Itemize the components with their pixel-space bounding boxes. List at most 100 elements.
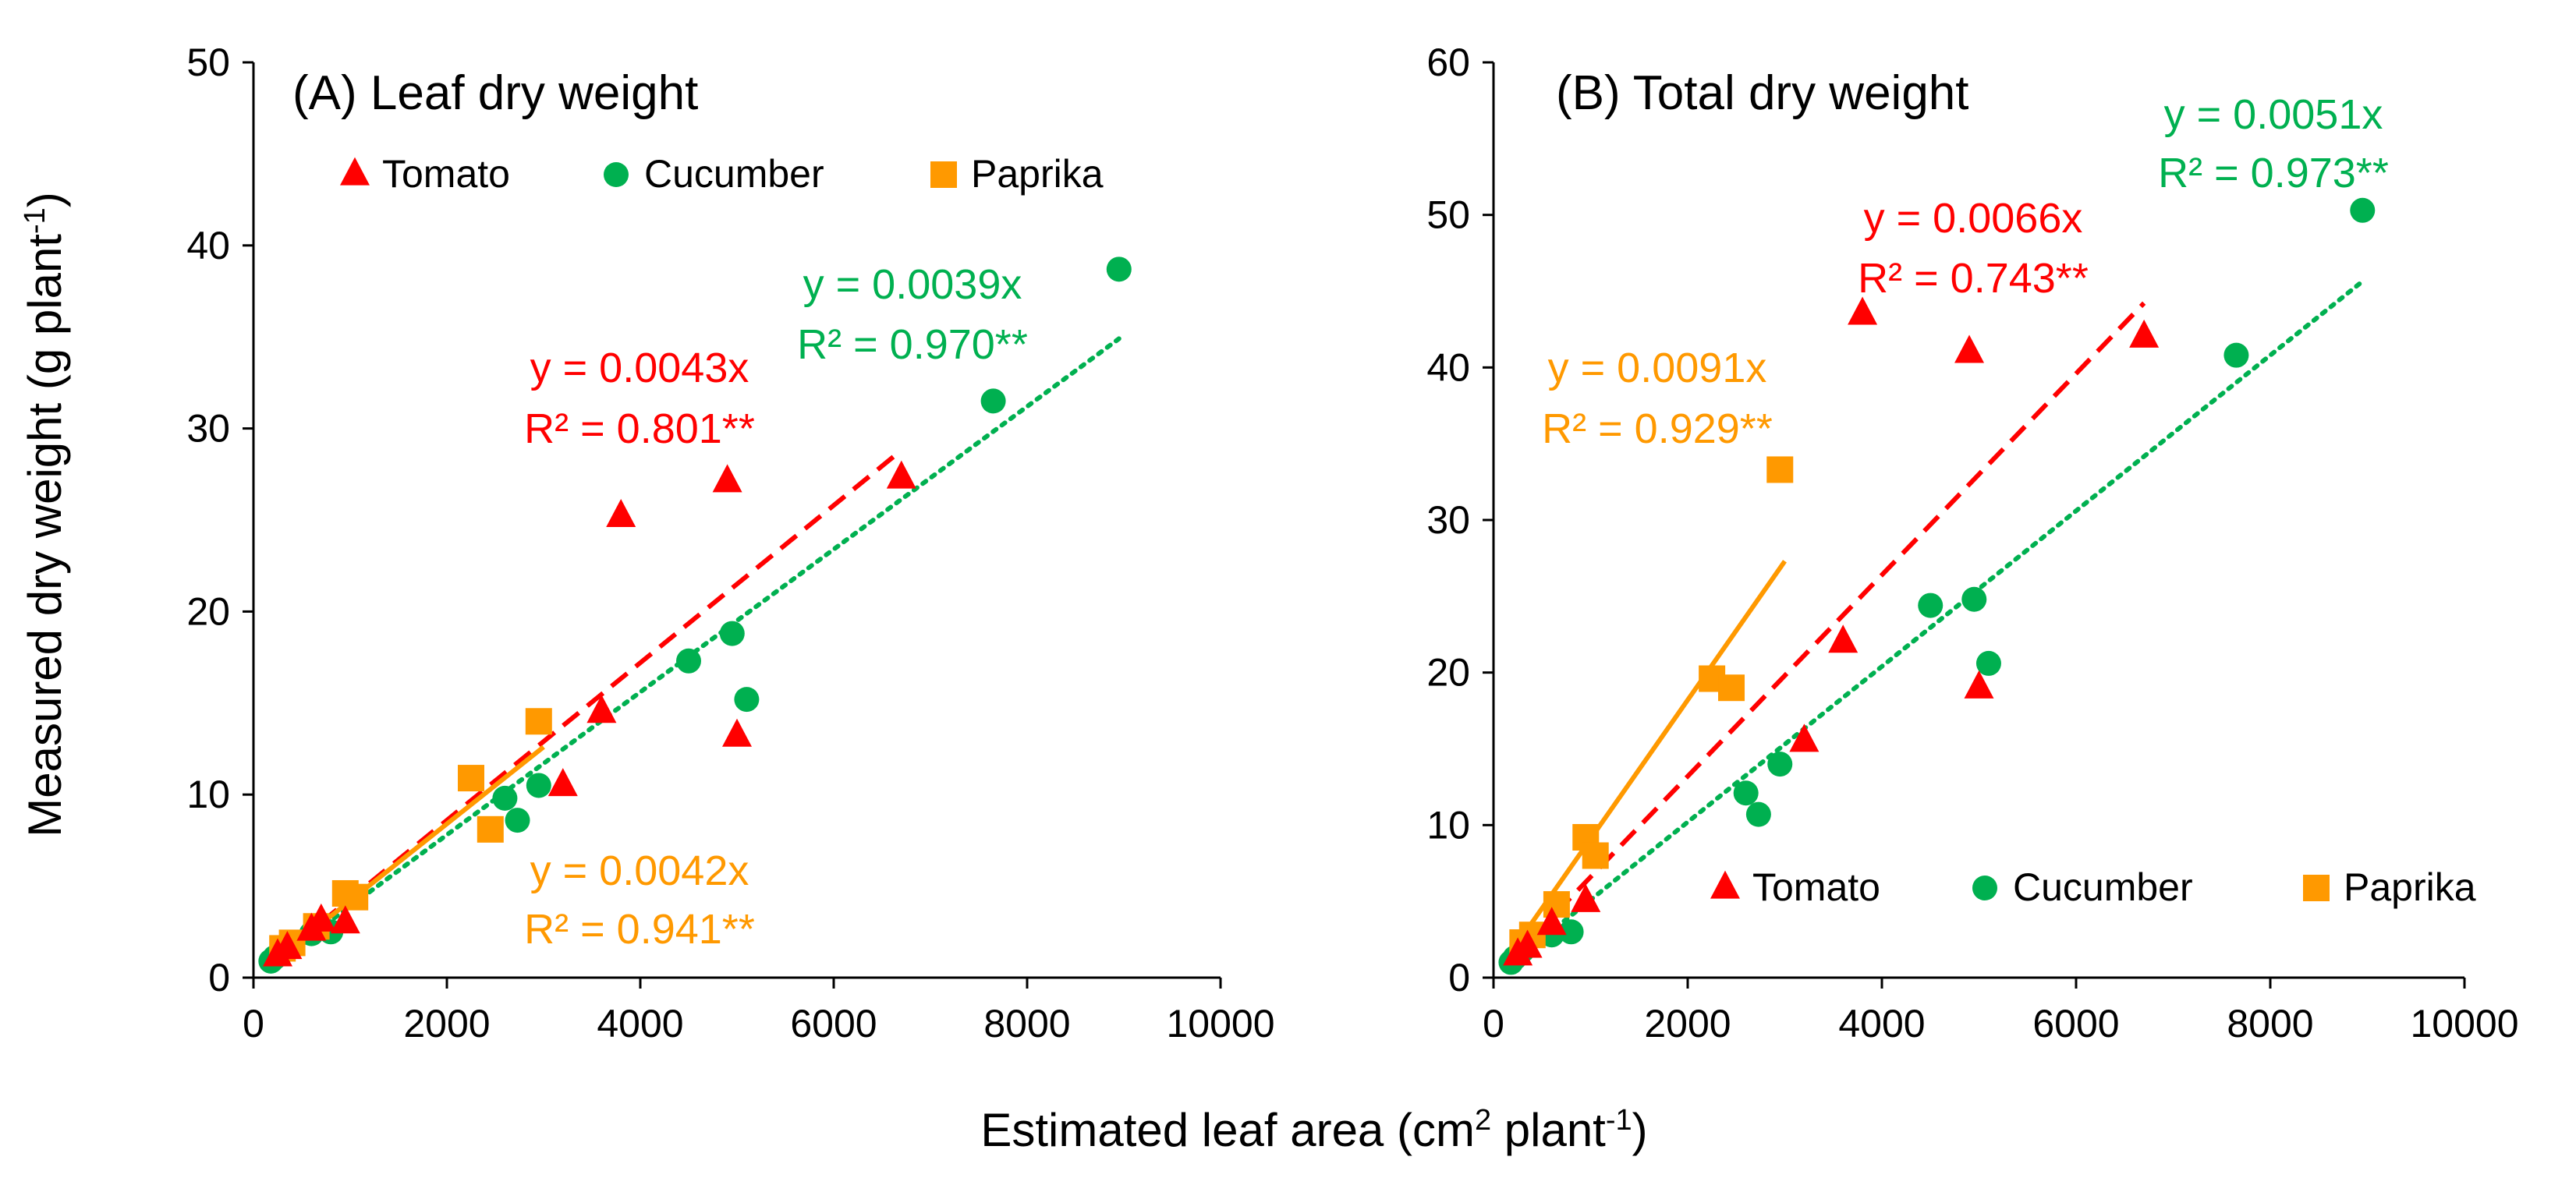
panel-b-cucumber-equation: y = 0.0051x: [2164, 91, 2383, 138]
y-axis-label-end: ): [19, 192, 71, 207]
panel-b-tomato-point: [1848, 296, 1878, 325]
panel-a-x-tick-label: 8000: [983, 1002, 1070, 1045]
panel-b-cucumber-r2: R² = 0.973**: [2158, 150, 2389, 196]
panel-b-tomato-point: [2129, 319, 2160, 348]
panel-a-paprika-r2: R² = 0.941**: [524, 906, 755, 953]
x-axis-label-mid: plant: [1491, 1104, 1606, 1156]
panel-b-cucumber-point: [1558, 919, 1584, 945]
panel-b-paprika-point: [1718, 674, 1745, 702]
panel-b-y-tick-label: 20: [1426, 651, 1470, 695]
panel-b-y-tick-label: 10: [1426, 803, 1470, 847]
panel-a-legend-paprika-label: Paprika: [971, 152, 1104, 196]
panel-a-cucumber-point: [526, 773, 551, 798]
panel-a-cucumber-point: [1106, 256, 1132, 282]
panel-b-tomato-point: [1789, 723, 1819, 752]
panel-b-cucumber-point: [1918, 593, 1944, 618]
panel-b-paprika-point: [1543, 891, 1570, 918]
panel-b-tomato-point: [1571, 883, 1601, 912]
panel-a-x-tick-label: 2000: [403, 1002, 490, 1045]
panel-a-cucumber-point: [734, 687, 760, 713]
panel-a-tomato-point: [722, 718, 752, 747]
panel-a-cucumber-point: [980, 388, 1006, 414]
panel-a-y-tick-label: 50: [186, 41, 230, 84]
panel-a-tomato-point: [586, 695, 617, 723]
panel-b-x-tick-label: 0: [1483, 1002, 1504, 1045]
panel-b-legend-cucumber-label: Cucumber: [2013, 865, 2193, 909]
panel-b-legend-paprika-label: Paprika: [2344, 865, 2476, 909]
panel-a-paprika-point: [477, 815, 504, 843]
panel-a-tomato-point: [272, 931, 303, 960]
panel-b-cucumber-point: [1961, 586, 1987, 612]
panel-b-x-tick-label: 6000: [2032, 1002, 2119, 1045]
y-axis-label-main: Measured dry weight (g plant: [19, 234, 71, 837]
x-axis-label-sup2: -1: [1606, 1104, 1632, 1137]
panel-a-y-tick-label: 10: [186, 773, 230, 816]
panel-b-tomato-point: [1954, 334, 1985, 363]
panel-a-paprika-point: [342, 883, 369, 911]
panel-a-legend-cucumber-label: Cucumber: [644, 152, 824, 196]
panel-a-x-tick-label: 4000: [597, 1002, 683, 1045]
panel-a-y-tick-label: 20: [186, 589, 230, 633]
panel-b-tomato-point: [1536, 907, 1567, 936]
x-axis-label: Estimated leaf area (cm2 plant-1): [980, 1104, 1647, 1156]
panel-a-tomato-point: [712, 464, 742, 493]
panel-a-cucumber-point: [505, 808, 530, 833]
panel-b-paprika-r2: R² = 0.929**: [1542, 405, 1773, 452]
panel-a-legend-cucumber-marker: [604, 162, 629, 187]
panel-b-y-tick-label: 30: [1426, 498, 1470, 542]
panel-b-tomato-r2: R² = 0.743**: [1858, 255, 2089, 302]
panel-b-tomato-equation: y = 0.0066x: [1864, 195, 2083, 242]
panel-a-legend-paprika-marker: [930, 161, 957, 188]
panel-a-title: (A) Leaf dry weight: [292, 66, 698, 120]
panel-b-x-tick-label: 10000: [2410, 1002, 2518, 1045]
panel-a-paprika-point: [525, 708, 552, 735]
panel-b-tomato-point: [1828, 624, 1858, 653]
panel-b-paprika-equation: y = 0.0091x: [1548, 345, 1767, 391]
panel-a-x-tick-label: 10000: [1166, 1002, 1274, 1045]
panel-a-cucumber-r2: R² = 0.970**: [797, 321, 1028, 368]
panel-b-x-tick-label: 8000: [2227, 1002, 2313, 1045]
panel-b-cucumber-point: [2223, 342, 2249, 368]
panel-b-paprika-point: [1582, 842, 1609, 869]
panel-b-cucumber-fit-line: [1510, 278, 2365, 965]
panel-a-tomato-point: [547, 768, 578, 797]
panel-b-y-tick-label: 50: [1426, 193, 1470, 237]
panel-b-cucumber-point: [1767, 752, 1793, 777]
panel-a: (A) Leaf dry weight 0 10 20 30 40 50 0 2000 4000…: [186, 41, 1274, 1045]
panel-a-cucumber-equation: y = 0.0039x: [803, 261, 1022, 308]
x-axis-label-sup1: 2: [1475, 1104, 1491, 1137]
panel-a-legend-tomato-label: Tomato: [382, 152, 510, 196]
y-axis-label: Measured dry weight (g plant-1): [19, 192, 71, 837]
panel-b-tomato-point: [1512, 929, 1543, 958]
panel-a-cucumber-point: [719, 621, 745, 646]
panel-b-tomato-fit-line: [1511, 301, 2146, 960]
panel-b-legend-tomato-marker: [1710, 870, 1740, 899]
panel-b-tomato-point: [1964, 670, 1994, 699]
panel-a-tomato-r2: R² = 0.801**: [524, 405, 755, 452]
x-axis-label-main: Estimated leaf area (cm: [980, 1104, 1475, 1156]
panel-a-tomato-equation: y = 0.0043x: [530, 345, 749, 391]
panel-a-y-tick-label: 30: [186, 407, 230, 451]
panel-a-tomato-point: [306, 903, 336, 932]
panel-a-cucumber-point: [676, 648, 701, 674]
panel-a-x-tick-label: 6000: [790, 1002, 877, 1045]
panel-a-tomato-point: [886, 460, 916, 489]
panel-a-x-tick-label: 0: [243, 1002, 264, 1045]
panel-a-tomato-point: [330, 905, 360, 934]
panel-a-cucumber-point: [492, 785, 518, 811]
panel-b-cucumber-point: [1745, 801, 1771, 827]
x-axis-label-end: ): [1632, 1104, 1648, 1156]
panel-b-y-tick-label: 0: [1448, 956, 1470, 999]
panel-b-title: (B) Total dry weight: [1556, 66, 1969, 120]
panel-b-cucumber-point: [1733, 780, 1759, 806]
panel-b-legend-paprika-marker: [2303, 875, 2330, 901]
panel-b: (B) Total dry weight 0 10 20 30 40 50 60 0 2000 4…: [1426, 41, 2518, 1045]
panel-a-tomato-point: [606, 498, 636, 527]
panel-b-x-tick-label: 2000: [1644, 1002, 1731, 1045]
panel-b-paprika-point: [1766, 456, 1794, 483]
panel-b-x-tick-label: 4000: [1838, 1002, 1925, 1045]
panel-a-y-tick-label: 40: [186, 224, 230, 267]
panel-a-y-tick-label: 0: [208, 956, 230, 999]
panel-b-paprika-fit-line: [1511, 560, 1787, 952]
